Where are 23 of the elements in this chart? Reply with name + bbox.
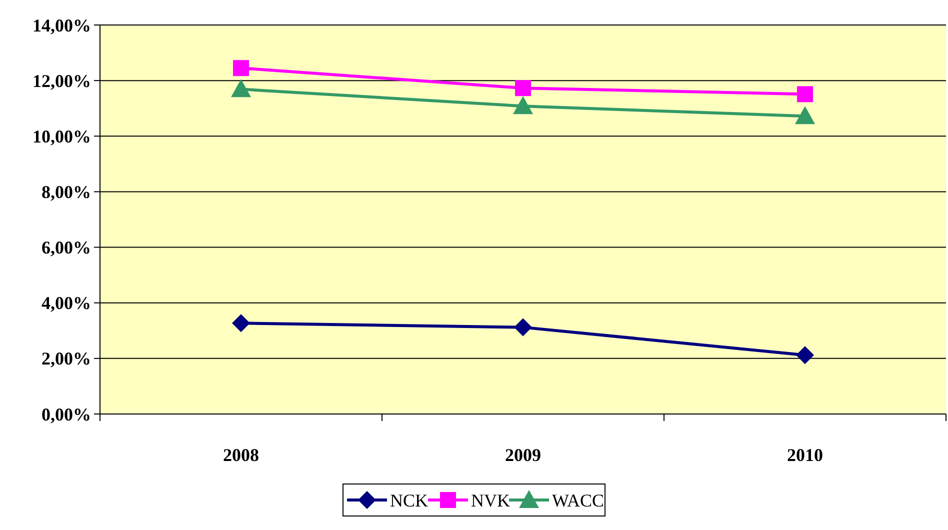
x-tick-label: 2009 — [505, 445, 541, 465]
y-tick-label: 8,00% — [42, 182, 91, 202]
y-tick-label: 6,00% — [42, 238, 91, 258]
point — [513, 96, 533, 114]
x-tick-label: 2008 — [223, 445, 259, 465]
y-tick-label: 0,00% — [42, 404, 91, 424]
x-tick-label: 2010 — [787, 445, 823, 465]
legend-label: NCK — [390, 490, 428, 510]
point — [231, 79, 251, 98]
point — [233, 60, 249, 76]
legend-label: NVK — [471, 490, 510, 510]
y-tick-label: 14,00% — [32, 15, 91, 36]
point — [796, 346, 814, 364]
point — [795, 106, 815, 124]
y-tick-label: 10,00% — [32, 126, 91, 146]
y-tick-label: 12,00% — [32, 70, 91, 91]
point — [797, 86, 813, 102]
y-tick-label: 4,00% — [42, 293, 91, 314]
point — [514, 318, 532, 336]
point — [232, 314, 250, 332]
y-tick-label: 2,00% — [42, 348, 91, 369]
point — [515, 80, 531, 96]
legend-label: WACC — [552, 490, 604, 510]
